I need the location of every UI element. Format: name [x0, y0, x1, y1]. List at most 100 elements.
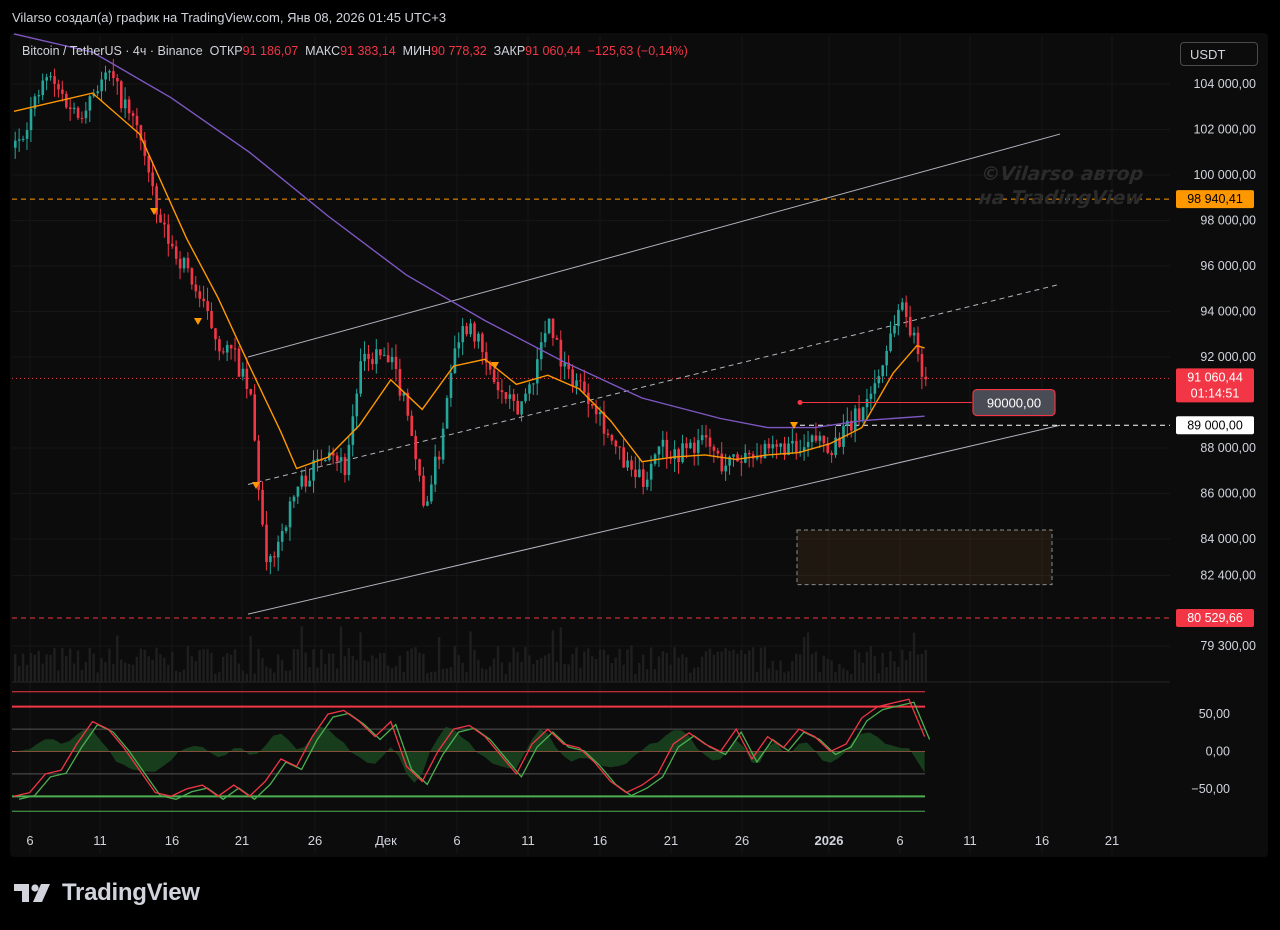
time-axis[interactable]: 6 11 16 21 26 Дек 6 11 16 21 26 2026 6 11 16 21 [26, 833, 1119, 848]
candle-body [418, 459, 421, 476]
candle-body [563, 362, 567, 367]
price-tick-label: 102 000,00 [1193, 123, 1256, 137]
time-tick-label: 21 [1105, 833, 1119, 848]
volume-bar [587, 648, 590, 682]
candle-body [68, 107, 72, 110]
volume-bar [583, 651, 586, 682]
volume-bar [426, 672, 429, 682]
price-axis[interactable]: 104 000,00 102 000,00 100 000,00 98 000,00 9… [1193, 77, 1256, 653]
volume-bar [222, 656, 225, 682]
candle-body [532, 383, 535, 385]
candle-body [657, 446, 661, 455]
volume-bar [300, 626, 303, 682]
volume-bar [29, 652, 33, 682]
candle-body [163, 222, 166, 225]
candle-body [802, 447, 806, 452]
candle-body [17, 139, 21, 141]
tradingview-logo[interactable]: TradingView [14, 879, 200, 906]
candle-body [634, 469, 637, 478]
candle-body [453, 348, 457, 374]
volume-bar [441, 668, 445, 682]
box-zone[interactable] [796, 529, 1053, 586]
volume-bar [65, 655, 68, 682]
chart-header: Vilarso создал(а) график на TradingView.… [12, 10, 447, 25]
volume-bar [485, 669, 488, 682]
volume-bar [520, 661, 523, 682]
candle-body [579, 380, 582, 382]
candle-body [100, 79, 103, 92]
chart-frame[interactable] [10, 33, 1268, 857]
volume-bar [857, 652, 861, 682]
candle-body [104, 72, 107, 80]
time-tick-label: 11 [93, 833, 107, 848]
candle-body [818, 435, 822, 441]
volume-bar [147, 656, 150, 682]
volume-bar [167, 664, 170, 682]
volume-bar [791, 660, 794, 682]
candle-body [791, 440, 794, 444]
volume-bar [665, 652, 668, 682]
volume-bar [747, 650, 751, 682]
candle-body [814, 435, 818, 441]
price-tick-label: 98 000,00 [1200, 214, 1256, 228]
volume-bar [547, 653, 551, 682]
volume-bar [202, 649, 205, 682]
candle-body [457, 342, 461, 349]
candle-body [908, 316, 912, 336]
price-tag-label: 91 060,44 [1187, 370, 1243, 384]
volume-bar [685, 657, 688, 682]
candle-body [214, 328, 217, 340]
volume-bar [606, 654, 610, 682]
candle-body [728, 456, 731, 466]
currency-button[interactable]: USDT [1180, 42, 1258, 66]
candle-body [606, 433, 610, 436]
candle-body [398, 368, 402, 396]
candle-body [740, 461, 743, 463]
candle-body [155, 186, 158, 215]
candle-body [284, 527, 288, 532]
candle-body [543, 333, 547, 343]
price-annotation[interactable]: 90000,00 [797, 388, 1056, 417]
volume-bar [783, 672, 786, 682]
chart-svg[interactable]: 90000,00 104 000,00 102 000,00 100 000,00 9… [0, 0, 1280, 860]
annotation-box[interactable] [972, 388, 1056, 417]
candle-body [394, 356, 398, 369]
time-tick-label: 6 [896, 833, 903, 848]
volume-bar [312, 649, 315, 682]
time-tick-label: 16 [165, 833, 179, 848]
candle-body [559, 339, 563, 367]
volume-bar [779, 660, 782, 682]
candle-body [390, 356, 394, 363]
volume-bar [720, 651, 723, 682]
price-levels[interactable] [12, 198, 1170, 619]
volume-bar [406, 650, 409, 682]
annotation-dot [797, 400, 803, 406]
candle-body [869, 393, 873, 400]
candle-body [233, 348, 237, 350]
volume-bar [543, 655, 547, 682]
signal-triangle-icon [194, 318, 202, 325]
volume-bar [481, 668, 484, 682]
candle-body [241, 368, 245, 377]
candle-body [253, 394, 257, 441]
candle-body [198, 291, 202, 299]
volume-bar [830, 660, 833, 682]
price-tag-label: 89 000,00 [1187, 418, 1243, 432]
signal-triangle-icon [150, 208, 158, 215]
volume-bar [861, 662, 865, 682]
volume-bar [359, 632, 362, 682]
candle-body [108, 71, 111, 73]
volume-bar [449, 667, 453, 682]
candle-body [594, 405, 598, 415]
time-tick-label: 26 [735, 833, 749, 848]
volume-bar [626, 649, 629, 682]
price-tag-label: 80 529,66 [1187, 611, 1243, 625]
channel-lines[interactable] [247, 133, 1061, 615]
candle-body [347, 444, 351, 476]
volume-bar [245, 673, 248, 682]
candle-body [269, 556, 272, 563]
time-tick-label: 21 [235, 833, 249, 848]
low-label: МИН [402, 44, 432, 58]
volume-bar [598, 649, 602, 682]
candle-body [716, 450, 720, 454]
